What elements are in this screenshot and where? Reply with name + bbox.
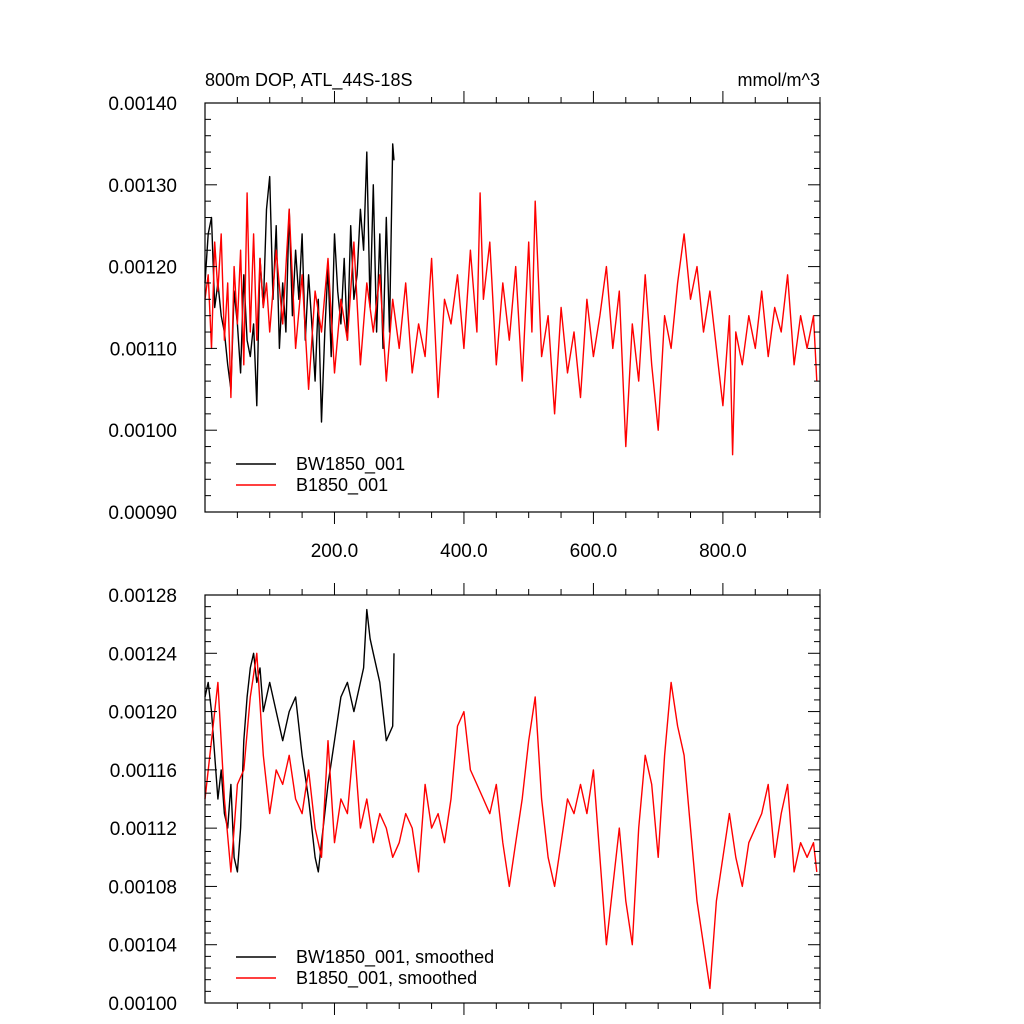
x-tick-label: 600.0: [570, 541, 618, 562]
legend-label: BW1850_001, smoothed: [296, 947, 494, 968]
series-line-red: [204, 652, 818, 990]
chart-title: 800m DOP, ATL_44S-18S: [205, 70, 412, 91]
x-tick-label: 400.0: [440, 541, 488, 562]
y-tick-label: 0.00090: [108, 503, 177, 524]
y-tick-label: 0.00100: [108, 421, 177, 442]
legend-label: B1850_001: [296, 475, 388, 496]
series-group: [204, 608, 818, 990]
axes-group: 0.00100 0.00104 0.00108 0.00112 0.00116 0.001…: [108, 583, 821, 1015]
y-tick-label: 0.00110: [110, 339, 177, 360]
legend-label: B1850_001, smoothed: [296, 968, 477, 989]
y-tick-label: 0.00116: [110, 761, 177, 782]
y-tick-label: 0.00120: [108, 258, 177, 279]
y-tick-label: 0.00104: [108, 936, 177, 957]
top-panel: 800m DOP, ATL_44S-18S mmol/m^3 0.000900.…: [108, 70, 821, 562]
y-tick-label: 0.00130: [108, 176, 177, 197]
series-group: [204, 143, 818, 456]
y-tick-label: 0.00124: [108, 644, 177, 665]
y-tick-label: 0.00120: [108, 703, 177, 724]
y-tick-label: 0.00140: [108, 94, 177, 115]
units-label: mmol/m^3: [738, 70, 820, 90]
bottom-panel: 0.00100 0.00104 0.00108 0.00112 0.00116 0.001…: [108, 583, 821, 1015]
y-tick-label: 0.00128: [108, 586, 177, 607]
series-line-red: [204, 192, 818, 456]
y-tick-label: 0.00108: [108, 877, 177, 898]
axes-group: 0.00090 0.00100 0.00110 0.00120 0.00130 0.001…: [108, 91, 821, 562]
x-tick-label: 800.0: [699, 541, 747, 562]
x-tick-label: 200.0: [311, 541, 359, 562]
series-line-black: [204, 608, 395, 873]
plot-frame: [204, 594, 821, 1004]
y-tick-label: 0.00112: [110, 819, 177, 840]
legend-label: BW1850_001: [296, 454, 405, 475]
y-tick-label: 0.00100: [108, 994, 177, 1015]
plot-frame: [204, 102, 821, 513]
